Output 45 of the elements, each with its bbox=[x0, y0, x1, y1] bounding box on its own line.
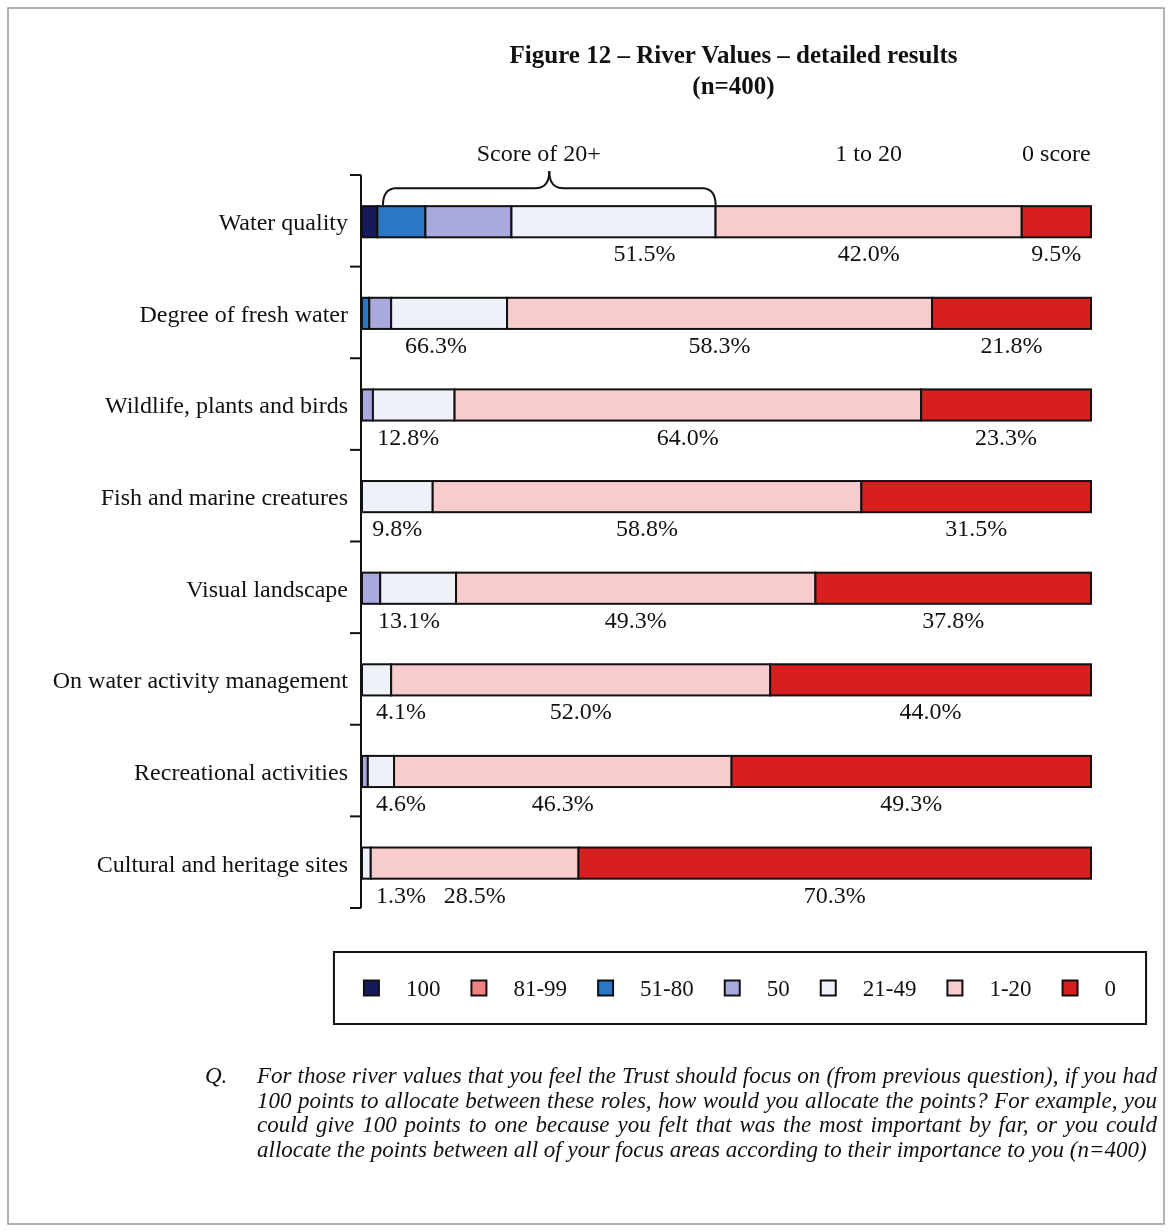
data-label: 64.0% bbox=[656, 423, 719, 450]
y-tick-label: Water quality bbox=[218, 209, 348, 236]
data-label: 46.3% bbox=[531, 790, 594, 817]
text: 0 score bbox=[1022, 140, 1091, 166]
text: 1 to 20 bbox=[835, 140, 902, 166]
data-label: 42.0% bbox=[837, 240, 900, 267]
y-tick-label: Wildlife, plants and birds bbox=[105, 392, 348, 419]
data-label: 58.3% bbox=[688, 331, 751, 358]
y-tick-label: Degree of fresh water bbox=[139, 300, 349, 327]
data-label: 58.8% bbox=[616, 515, 679, 542]
y-tick-label: Cultural and heritage sites bbox=[96, 850, 348, 877]
legend-label: 0 bbox=[1104, 976, 1117, 1002]
data-label: 49.3% bbox=[604, 606, 667, 633]
data-label: 31.5% bbox=[945, 515, 1008, 542]
annotation: 9.8% bbox=[372, 515, 423, 542]
data-label: 9.5% bbox=[1031, 240, 1082, 267]
annotation: 66.3% bbox=[405, 331, 468, 358]
annotation: 13.1% bbox=[378, 606, 441, 633]
legend-label: 21-49 bbox=[862, 976, 917, 1002]
annotation: 12.8% bbox=[377, 423, 440, 450]
y-tick-label: Recreational activities bbox=[134, 758, 348, 785]
legend-label: 51-80 bbox=[640, 976, 694, 1002]
y-tick-label: Visual landscape bbox=[186, 575, 348, 602]
data-label: 23.3% bbox=[975, 423, 1038, 450]
data-label: 52.0% bbox=[549, 698, 612, 725]
data-label: 49.3% bbox=[880, 790, 943, 817]
data-label: 44.0% bbox=[899, 698, 962, 725]
text: Q. For those river values that you feel the Trust should focus on (from previous question), if you had 100 points to allocate between these roles, how would you allocate the points? For example, you could give 100 points to one because you felt that was the most important by far, or you could allocate the points between all of your focus areas according to their importance to you (n=400) bbox=[205, 1063, 1157, 1162]
annotation: 1.3% bbox=[376, 881, 426, 908]
text: Score of 20+ bbox=[476, 140, 601, 166]
legend-label: 1-20 bbox=[989, 976, 1032, 1002]
chart-title: Figure 12 – River Values – detailed results bbox=[509, 41, 958, 68]
y-tick-label: On water activity management bbox=[52, 667, 349, 694]
legend-label: 50 bbox=[766, 976, 790, 1002]
chart-subtitle: (n=400) bbox=[692, 72, 775, 100]
data-label: 28.5% bbox=[443, 881, 506, 908]
annotation: 4.6% bbox=[376, 790, 426, 817]
data-label: 37.8% bbox=[922, 606, 985, 633]
annotation: 4.1% bbox=[376, 698, 426, 725]
data-label: 21.8% bbox=[980, 331, 1043, 358]
data-label: 70.3% bbox=[803, 881, 866, 908]
legend-label: 81-99 bbox=[513, 976, 568, 1002]
y-tick-label: Fish and marine creatures bbox=[100, 484, 348, 510]
annotation: 51.5% bbox=[613, 240, 676, 267]
legend-label: 100 bbox=[405, 976, 441, 1002]
